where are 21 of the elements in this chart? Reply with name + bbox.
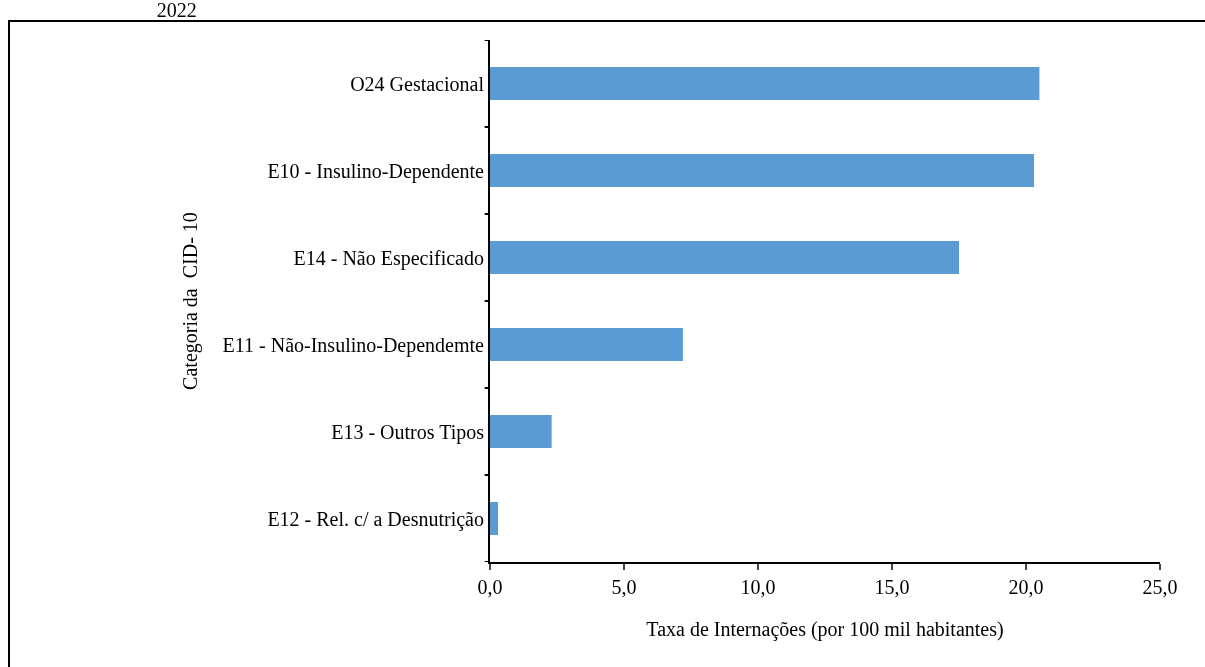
x-tick-label: 25,0	[1142, 576, 1178, 598]
bar	[490, 153, 1035, 188]
x-tick-label: 10,0	[740, 576, 776, 598]
bar	[490, 501, 499, 536]
y-tick-label: E13 - Outros Tipos	[331, 420, 485, 444]
y-tick-label: E11 - Não-Insulino-Dependemte	[222, 333, 485, 357]
x-axis-title: Taxa de Internações (por 100 mil habitantes)	[646, 618, 1004, 641]
x-tick-label: 15,0	[874, 576, 910, 598]
x-tick-label: 20,0	[1008, 576, 1044, 598]
bar	[490, 327, 683, 362]
x-tick-label: 0,0	[477, 576, 503, 598]
bar	[490, 66, 1040, 101]
x-tick-label: 5,0	[611, 576, 637, 598]
bar	[490, 240, 959, 275]
y-tick-label: O24 Gestacional	[350, 72, 485, 95]
y-tick-label: E10 - Insulino-Dependente	[267, 159, 485, 183]
y-tick-label: E14 - Não Especificado	[293, 246, 484, 270]
y-axis-title: Categoria da CID- 10	[178, 212, 202, 390]
text: 2022	[156, 0, 197, 22]
bar	[490, 414, 552, 449]
y-tick-label: E12 - Rel. c/ a Desnutrição	[267, 507, 484, 531]
